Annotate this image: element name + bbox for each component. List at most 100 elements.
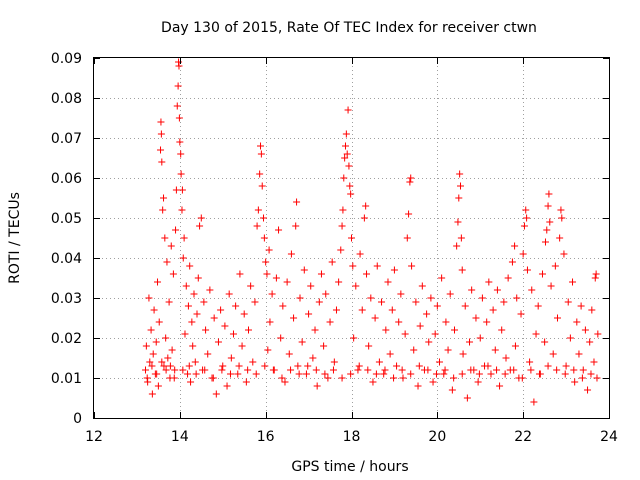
data-point xyxy=(520,222,528,230)
data-point xyxy=(363,270,371,278)
data-point xyxy=(541,338,549,346)
data-point xyxy=(179,254,187,262)
data-point xyxy=(398,366,406,374)
data-point xyxy=(161,234,169,242)
data-point xyxy=(562,362,570,370)
data-point xyxy=(551,262,559,270)
data-point xyxy=(168,346,176,354)
data-point xyxy=(496,382,504,390)
data-point xyxy=(579,366,587,374)
data-point xyxy=(347,190,355,198)
data-point xyxy=(157,130,165,138)
data-point xyxy=(554,314,561,322)
data-point xyxy=(296,294,304,302)
data-point xyxy=(320,342,328,350)
data-point xyxy=(453,242,461,250)
data-point xyxy=(463,394,471,402)
data-point xyxy=(302,370,310,378)
data-point xyxy=(298,338,306,346)
data-point xyxy=(184,370,192,378)
data-point xyxy=(382,326,390,334)
data-point xyxy=(532,330,540,338)
data-point xyxy=(358,306,366,314)
data-point xyxy=(347,370,355,378)
data-point xyxy=(588,306,596,314)
data-point xyxy=(175,62,183,70)
y-tick-label: 0.01 xyxy=(51,371,82,387)
data-point xyxy=(262,258,270,266)
data-point xyxy=(328,258,336,266)
chart-title: Day 130 of 2015, Rate Of TEC Index for r… xyxy=(161,20,537,36)
y-tick-label: 0.05 xyxy=(51,211,82,227)
data-point xyxy=(593,374,601,382)
data-point xyxy=(544,202,552,210)
data-point xyxy=(561,370,569,378)
data-point xyxy=(244,366,252,374)
data-point xyxy=(307,282,315,290)
data-point xyxy=(201,366,209,374)
data-point xyxy=(475,370,483,378)
data-point xyxy=(541,238,549,246)
data-point xyxy=(330,358,338,366)
data-point xyxy=(527,366,535,374)
data-point xyxy=(186,262,194,270)
data-point xyxy=(210,314,218,322)
data-point xyxy=(261,362,269,370)
data-point xyxy=(558,214,566,222)
data-point xyxy=(502,354,510,362)
data-point xyxy=(219,362,227,370)
data-point xyxy=(538,270,546,278)
y-tick-label: 0.08 xyxy=(51,91,82,107)
data-point xyxy=(157,146,165,154)
data-point xyxy=(218,366,226,374)
data-point xyxy=(322,290,330,298)
data-point xyxy=(564,298,572,306)
data-point xyxy=(474,378,482,386)
data-point xyxy=(381,366,389,374)
data-point xyxy=(513,294,521,302)
data-point xyxy=(484,362,492,370)
data-point xyxy=(522,206,530,214)
data-point xyxy=(414,382,422,390)
data-point xyxy=(454,218,462,226)
data-point xyxy=(268,290,276,298)
data-point xyxy=(390,374,398,382)
data-point xyxy=(498,326,506,334)
y-tick-label: 0 xyxy=(73,411,82,427)
data-point xyxy=(258,182,266,190)
data-point xyxy=(185,362,193,370)
data-point xyxy=(294,362,302,370)
data-point xyxy=(257,142,265,150)
data-point xyxy=(343,150,351,158)
data-point xyxy=(356,250,364,258)
data-point xyxy=(397,290,405,298)
data-point xyxy=(441,366,449,374)
data-point xyxy=(305,310,313,318)
data-point xyxy=(556,234,564,242)
data-point xyxy=(546,218,554,226)
data-point xyxy=(424,366,432,374)
data-point xyxy=(162,334,170,342)
data-point xyxy=(321,370,329,378)
data-point xyxy=(295,370,303,378)
data-point xyxy=(163,258,171,266)
data-point xyxy=(193,310,201,318)
data-point xyxy=(427,294,435,302)
data-point xyxy=(341,142,349,150)
data-point xyxy=(517,310,525,318)
data-point xyxy=(587,370,595,378)
data-point xyxy=(160,194,168,202)
data-point xyxy=(523,214,531,222)
y-tick-labels: 0 0.01 0.02 0.03 0.04 0.05 0.06 0.07 0.08 0.09 xyxy=(51,51,82,427)
data-point xyxy=(204,350,212,358)
data-point xyxy=(442,318,450,326)
data-point xyxy=(466,338,474,346)
data-point xyxy=(440,370,448,378)
data-point xyxy=(478,294,486,302)
data-point xyxy=(309,354,317,362)
data-point xyxy=(173,102,181,110)
data-point xyxy=(432,370,440,378)
data-point xyxy=(226,370,234,378)
data-point xyxy=(312,366,320,374)
data-point xyxy=(279,302,287,310)
